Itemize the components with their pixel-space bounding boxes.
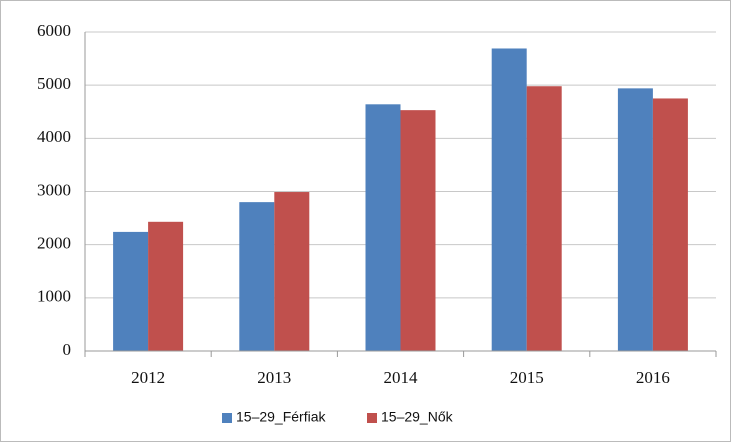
bar [113,231,149,351]
legend-label: 15–29_Férfiak [236,409,327,425]
y-tick-label: 5000 [37,74,71,93]
x-tick-label: 2015 [510,368,544,387]
y-tick-label: 0 [63,340,72,359]
y-tick-label: 3000 [37,180,71,199]
bar [400,110,436,351]
y-tick-label: 2000 [37,234,71,253]
x-tick-label: 2016 [636,368,670,387]
legend-swatch [367,413,377,423]
y-tick-label: 6000 [37,21,71,40]
y-tick-label: 4000 [37,127,71,146]
bar [274,192,310,351]
bar [491,48,527,352]
bar [239,202,275,351]
legend-label: 15–29_Nők [381,409,454,425]
legend-swatch [222,413,232,423]
x-tick-label: 2013 [257,368,291,387]
bar [148,221,184,351]
x-tick-label: 2014 [384,368,419,387]
y-tick-label: 1000 [37,287,71,306]
bar [365,104,401,351]
x-tick-label: 2012 [131,368,165,387]
bar [617,88,653,352]
bar [652,98,688,351]
bar [526,86,562,351]
